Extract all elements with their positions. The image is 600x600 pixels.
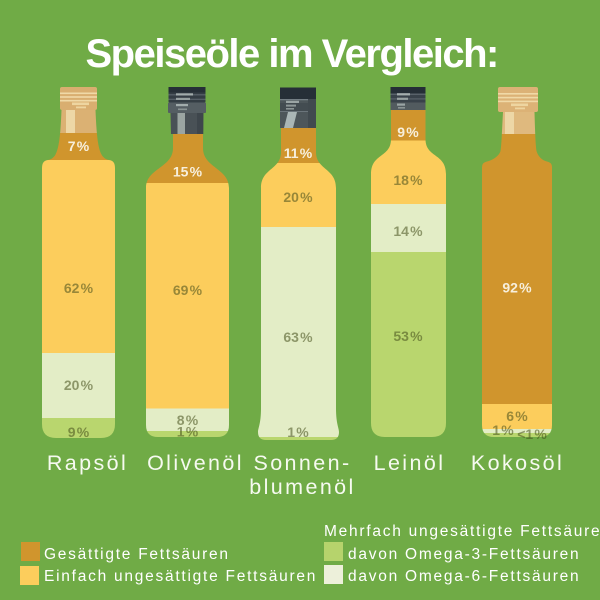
svg-text:1 %: 1 % bbox=[492, 422, 514, 438]
svg-text:11 %: 11 % bbox=[284, 145, 313, 161]
svg-text:18 %: 18 % bbox=[393, 172, 423, 188]
svg-text:1 %: 1 % bbox=[287, 424, 309, 440]
svg-text:53 %: 53 % bbox=[393, 328, 423, 344]
svg-text:7 %: 7 % bbox=[68, 138, 90, 154]
svg-text:69 %: 69 % bbox=[173, 282, 203, 298]
svg-text:20 %: 20 % bbox=[283, 189, 313, 205]
svg-text:1 %: 1 % bbox=[177, 424, 199, 440]
svg-text:8 %: 8 % bbox=[177, 412, 199, 428]
svg-text:<1 %: <1 % bbox=[517, 426, 547, 442]
svg-text:9 %: 9 % bbox=[68, 424, 90, 440]
svg-text:92 %: 92 % bbox=[502, 280, 532, 296]
svg-text:9 %: 9 % bbox=[397, 124, 419, 140]
svg-text:62 %: 62 % bbox=[64, 280, 94, 296]
svg-text:14 %: 14 % bbox=[393, 223, 423, 239]
svg-text:20 %: 20 % bbox=[64, 377, 94, 393]
svg-text:63 %: 63 % bbox=[283, 329, 313, 345]
svg-text:6 %: 6 % bbox=[506, 408, 528, 424]
svg-text:15 %: 15 % bbox=[173, 164, 203, 180]
